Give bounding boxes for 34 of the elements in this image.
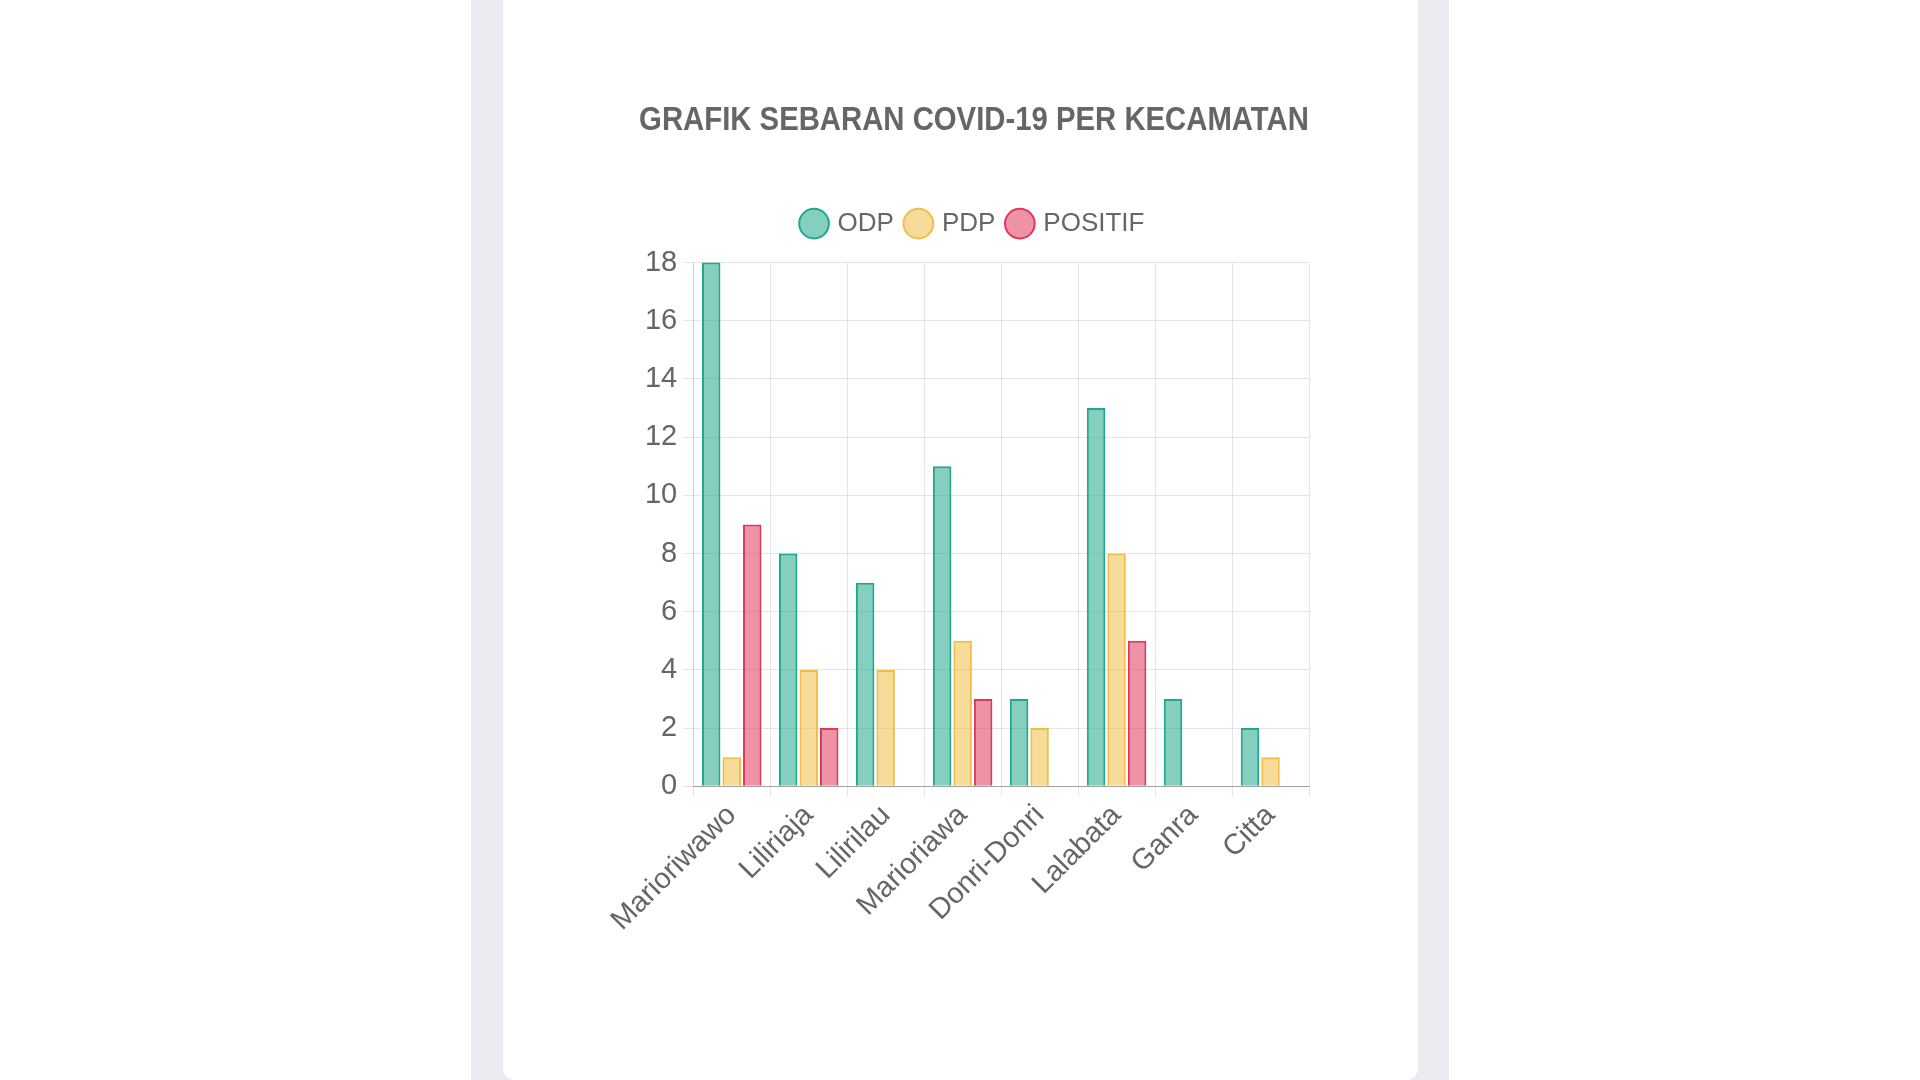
bar [973,699,993,786]
bar [1261,757,1280,786]
y-tick-label: 16 [644,302,678,335]
bar [932,466,952,786]
y-tick-label: 6 [661,593,678,626]
bar [743,524,762,786]
bar [855,582,875,786]
bar [1030,728,1049,786]
bar [1086,408,1106,786]
bar [1240,728,1260,786]
bar [799,669,818,786]
y-tick-label: 0 [661,768,678,801]
bar [876,669,895,786]
bar [953,640,972,786]
bar [1009,699,1029,786]
legend-label: PDP [941,206,996,237]
bar [820,728,839,786]
bar [1107,553,1126,786]
x-tick-label: Citta [1215,797,1282,863]
y-tick-label: 8 [661,535,678,568]
bar [1163,699,1183,786]
bar [1127,640,1147,786]
legend-label: POSITIF [1043,206,1145,237]
bar [701,262,721,786]
bar [778,553,798,786]
legend-label: ODP [837,206,894,237]
y-tick-label: 12 [644,419,678,452]
y-tick-label: 14 [644,360,678,393]
y-tick-label: 18 [644,244,678,277]
bar [722,757,741,786]
chart-title: GRAFIK SEBARAN COVID-19 PER KECAMATAN [639,100,1309,138]
y-tick-label: 2 [661,710,678,743]
y-tick-label: 10 [644,477,678,510]
y-tick-label: 4 [661,651,678,684]
